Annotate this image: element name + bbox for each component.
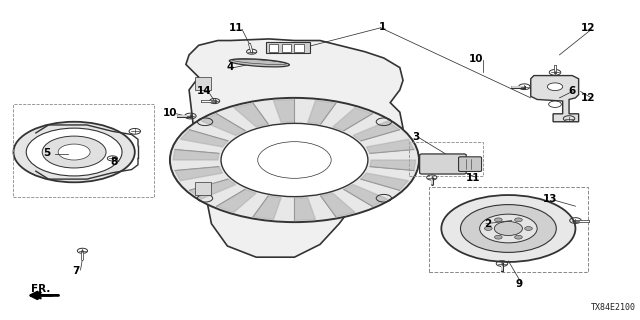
Circle shape — [26, 128, 122, 176]
Polygon shape — [173, 149, 219, 160]
Text: 11: 11 — [466, 173, 481, 183]
Polygon shape — [234, 103, 268, 127]
Polygon shape — [294, 198, 316, 220]
Polygon shape — [361, 173, 408, 190]
Polygon shape — [202, 114, 245, 135]
Text: 14: 14 — [196, 85, 211, 96]
Text: 12: 12 — [581, 93, 595, 103]
Polygon shape — [321, 193, 355, 217]
Polygon shape — [253, 196, 281, 220]
Polygon shape — [370, 160, 416, 171]
Circle shape — [495, 218, 502, 222]
Circle shape — [170, 98, 419, 222]
Polygon shape — [175, 167, 223, 181]
Circle shape — [221, 123, 368, 197]
Text: 12: 12 — [581, 23, 595, 33]
Polygon shape — [333, 108, 372, 131]
Text: TX84E2100: TX84E2100 — [591, 303, 636, 312]
Text: FR.: FR. — [31, 284, 50, 294]
Bar — [13, 104, 154, 197]
Circle shape — [515, 218, 522, 222]
Polygon shape — [189, 179, 236, 199]
Bar — [269, 44, 278, 52]
Text: 9: 9 — [516, 279, 523, 289]
Bar — [410, 142, 483, 176]
Circle shape — [525, 227, 532, 230]
Polygon shape — [367, 139, 414, 153]
Polygon shape — [344, 185, 387, 206]
Polygon shape — [353, 121, 399, 141]
Text: 1: 1 — [379, 22, 386, 32]
Circle shape — [547, 83, 563, 91]
Polygon shape — [308, 100, 336, 124]
Circle shape — [515, 235, 522, 239]
Polygon shape — [180, 130, 228, 147]
Circle shape — [479, 214, 537, 243]
Circle shape — [13, 122, 135, 182]
Bar — [294, 44, 304, 52]
Text: 10: 10 — [469, 54, 484, 64]
Text: 7: 7 — [72, 266, 80, 276]
Bar — [195, 182, 211, 195]
FancyBboxPatch shape — [420, 154, 467, 174]
Bar — [429, 187, 588, 271]
Polygon shape — [216, 189, 256, 212]
Text: 2: 2 — [484, 219, 491, 229]
Polygon shape — [273, 100, 294, 122]
Polygon shape — [531, 76, 579, 122]
Circle shape — [442, 195, 575, 262]
Circle shape — [42, 136, 106, 168]
Circle shape — [494, 221, 522, 236]
Text: 3: 3 — [412, 132, 419, 142]
Circle shape — [484, 227, 492, 230]
Text: 4: 4 — [227, 62, 234, 72]
Text: 11: 11 — [228, 23, 243, 33]
Text: 6: 6 — [568, 85, 576, 96]
Bar — [195, 77, 211, 90]
Circle shape — [495, 235, 502, 239]
Circle shape — [58, 144, 90, 160]
Bar — [266, 42, 310, 53]
Circle shape — [461, 204, 556, 252]
Ellipse shape — [229, 59, 289, 67]
Text: 10: 10 — [163, 108, 177, 118]
Bar — [282, 44, 291, 52]
Text: 8: 8 — [110, 156, 117, 167]
Polygon shape — [186, 39, 403, 257]
Circle shape — [548, 101, 561, 108]
Text: 5: 5 — [43, 148, 51, 158]
Text: 13: 13 — [543, 194, 557, 204]
FancyBboxPatch shape — [459, 157, 481, 172]
